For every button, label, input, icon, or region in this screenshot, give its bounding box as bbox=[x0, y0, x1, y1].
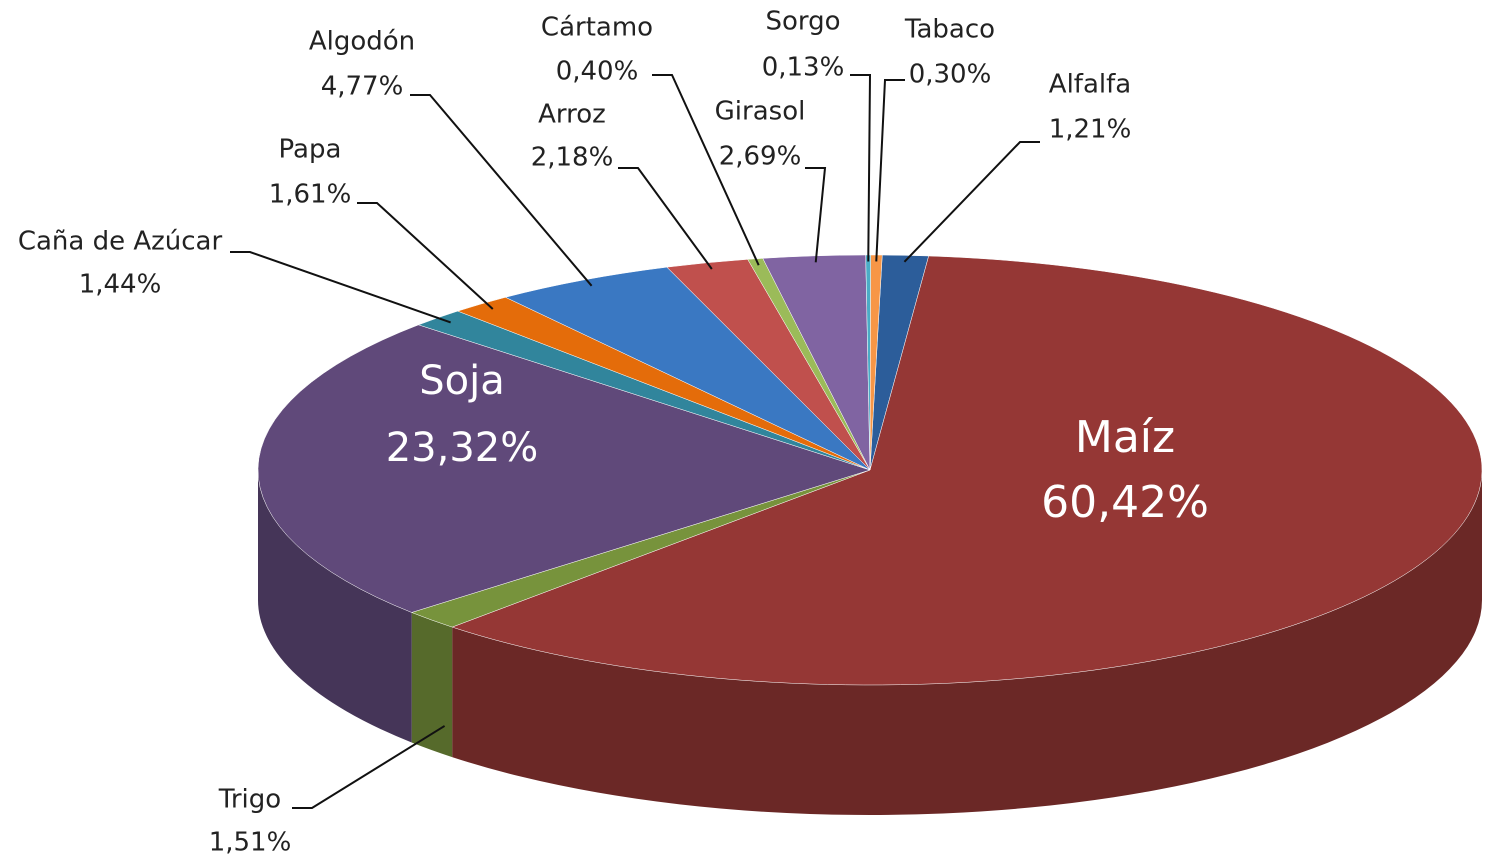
value-label: 1,21% bbox=[1049, 115, 1132, 145]
slice-label: Maíz bbox=[1075, 412, 1175, 463]
slice-label: Papa bbox=[279, 135, 342, 165]
slice-label: Caña de Azúcar bbox=[18, 227, 223, 257]
slice-label: Girasol bbox=[715, 97, 806, 127]
slice-label: Algodón bbox=[309, 27, 415, 57]
slice-side bbox=[452, 470, 1482, 815]
leader-line bbox=[618, 167, 713, 270]
leader-line bbox=[357, 202, 494, 310]
leader-line bbox=[850, 74, 872, 262]
slice-label: Tabaco bbox=[904, 15, 995, 45]
slice bbox=[504, 266, 871, 471]
slice bbox=[257, 324, 871, 613]
leader-line bbox=[903, 141, 1040, 263]
slice-label: Sorgo bbox=[765, 7, 840, 37]
leader-line bbox=[875, 79, 905, 262]
value-label: 1,61% bbox=[269, 180, 352, 210]
leader-line bbox=[410, 94, 593, 287]
value-label: 2,69% bbox=[719, 142, 802, 172]
slice-label: Alfalfa bbox=[1049, 70, 1131, 100]
leader-line bbox=[652, 74, 760, 266]
leader-line bbox=[292, 725, 446, 809]
value-label: 1,51% bbox=[209, 828, 292, 858]
value-label: 60,42% bbox=[1041, 477, 1209, 528]
slice-label: Arroz bbox=[538, 100, 606, 130]
value-label: 1,44% bbox=[79, 270, 162, 300]
value-label: 0,40% bbox=[556, 57, 639, 87]
slice-label: Soja bbox=[419, 358, 505, 404]
leader-line bbox=[805, 167, 827, 263]
slice-label: Trigo bbox=[218, 785, 281, 815]
value-label: 0,30% bbox=[909, 60, 992, 90]
slice-side bbox=[258, 470, 412, 743]
value-label: 0,13% bbox=[762, 53, 845, 83]
slice-label: Cártamo bbox=[541, 13, 653, 43]
value-label: 2,18% bbox=[531, 143, 614, 173]
slice bbox=[451, 255, 1483, 686]
value-label: 23,32% bbox=[386, 425, 539, 471]
leader-line bbox=[230, 251, 451, 324]
value-label: 4,77% bbox=[321, 72, 404, 102]
slice-side bbox=[411, 612, 453, 758]
